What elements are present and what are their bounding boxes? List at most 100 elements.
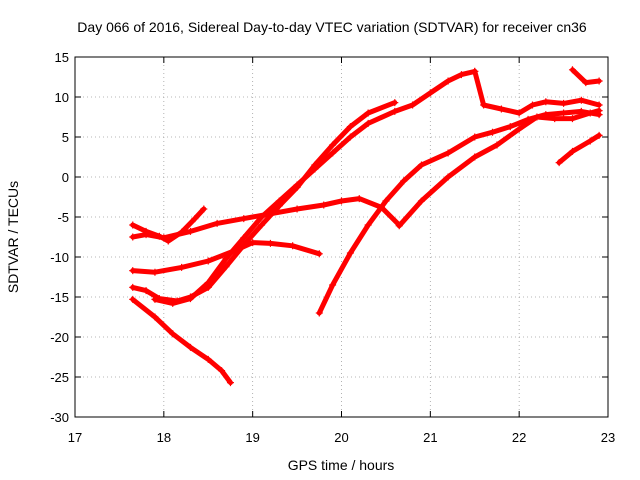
y-tick-label: -20 [50,330,69,345]
plot-frame [74,56,609,418]
x-tick-label: 21 [423,430,437,445]
data-point-arc-9 [528,101,536,109]
series-arc-4 [130,100,398,304]
data-point-arc-9 [542,98,550,106]
y-tick-label: 15 [55,50,69,65]
data-point-arc-3 [315,250,323,258]
chart-title: Day 066 of 2016, Sidereal Day-to-day VTE… [77,19,587,35]
data-point-arc-5 [457,71,465,79]
data-point-arc-2 [213,219,221,227]
data-point-arc-8 [586,109,594,117]
data-point-arc-11 [595,77,603,85]
data-point-arc-5 [346,133,354,141]
y-tick-label: -5 [57,210,69,225]
data-point-arc-5 [222,255,230,263]
data-point-arc-8 [551,115,559,123]
data-point-arc-7 [329,281,337,289]
grid-lines [75,57,608,417]
data-point-arc-6 [186,343,194,351]
data-point-arc-4 [222,263,230,271]
y-tick-label: -30 [50,410,69,425]
series-arc-5 [152,68,478,306]
data-point-arc-6 [218,367,226,375]
data-point-arc-4 [142,287,150,295]
series-arc-6 [130,296,233,386]
data-point-arc-4 [364,109,372,117]
data-point-arc-8 [515,125,523,133]
data-point-arc-3 [204,257,212,265]
data-point-arc-6 [204,355,212,363]
data-point-arc-7 [560,109,568,117]
data-point-arc-10 [555,159,563,167]
data-point-arc-4 [346,123,354,131]
data-point-arc-9 [577,96,585,104]
data-point-arc-5 [240,234,248,242]
data-point-arc-7 [400,177,408,185]
data-point-arc-8 [471,153,479,161]
data-point-arc-8 [444,173,452,181]
data-point-arc-5 [409,101,417,109]
y-tick-label: 0 [62,170,69,185]
data-point-arc-6 [151,313,159,321]
data-point-arc-5 [186,295,194,303]
y-tick-label: -15 [50,290,69,305]
data-point-arc-5 [293,181,301,189]
data-point-arc-6 [169,330,177,338]
data-point-arc-11 [582,79,590,87]
data-point-arc-2 [293,205,301,213]
data-point-arc-9 [480,101,488,109]
data-point-arc-4 [129,283,137,291]
data-point-arc-5 [311,165,319,173]
data-point-arc-10 [595,131,603,139]
data-point-arc-5 [329,149,337,157]
data-point-arc-2 [338,197,345,205]
data-point-arc-9 [515,109,523,117]
series-arc-7 [316,108,602,316]
x-tick-label: 17 [68,430,82,445]
data-point-arc-5 [169,299,177,307]
data-point-arc-6 [226,379,234,387]
data-point-arc-9 [560,99,568,107]
data-point-arc-8 [493,141,501,149]
data-point-arc-10 [586,137,594,145]
data-point-arc-2 [160,234,168,242]
data-point-arc-7 [417,161,425,169]
data-point-arc-7 [471,133,479,141]
data-point-arc-7 [315,309,323,317]
data-point-arc-4 [329,141,337,149]
data-point-arc-6 [129,295,137,303]
data-point-arc-5 [151,295,159,303]
series-arc-10 [556,132,602,166]
axis-ticks: 17 18 19 20 21 22 23 -30 -25 -20 -15 -10 -5 0 5 10 15 [50,50,615,445]
data-point-arc-7 [444,149,452,157]
data-point-arc-5 [391,107,399,115]
data-point-arc-9 [497,105,505,113]
data-point-arc-5 [275,197,283,205]
y-axis-label: SDTVAR / TECUs [5,181,21,293]
data-point-arc-8 [417,197,425,205]
data-point-arc-5 [444,77,452,85]
data-point-arc-3 [129,267,137,275]
data-point-arc-5 [204,279,212,287]
y-tick-label: 5 [62,130,69,145]
data-point-arc-7 [382,197,390,205]
data-point-arc-3 [151,268,159,276]
x-tick-label: 20 [334,430,348,445]
data-point-arc-2 [129,233,137,241]
data-point-arc-9 [471,67,479,75]
x-tick-label: 22 [512,430,526,445]
x-tick-label: 23 [601,430,615,445]
data-point-arc-10 [568,147,576,155]
data-point-arc-1 [200,205,208,213]
data-point-arc-4 [240,241,248,249]
data-point-arc-4 [391,99,399,107]
data-point-arc-7 [489,128,497,136]
data-point-arc-8 [533,113,541,121]
data-point-arc-3 [266,239,274,247]
data-point-arc-4 [258,221,266,229]
data-point-arc-1 [129,221,137,229]
data-point-arc-5 [426,89,434,97]
data-point-arc-7 [346,249,354,257]
data-point-arc-3 [289,242,297,250]
